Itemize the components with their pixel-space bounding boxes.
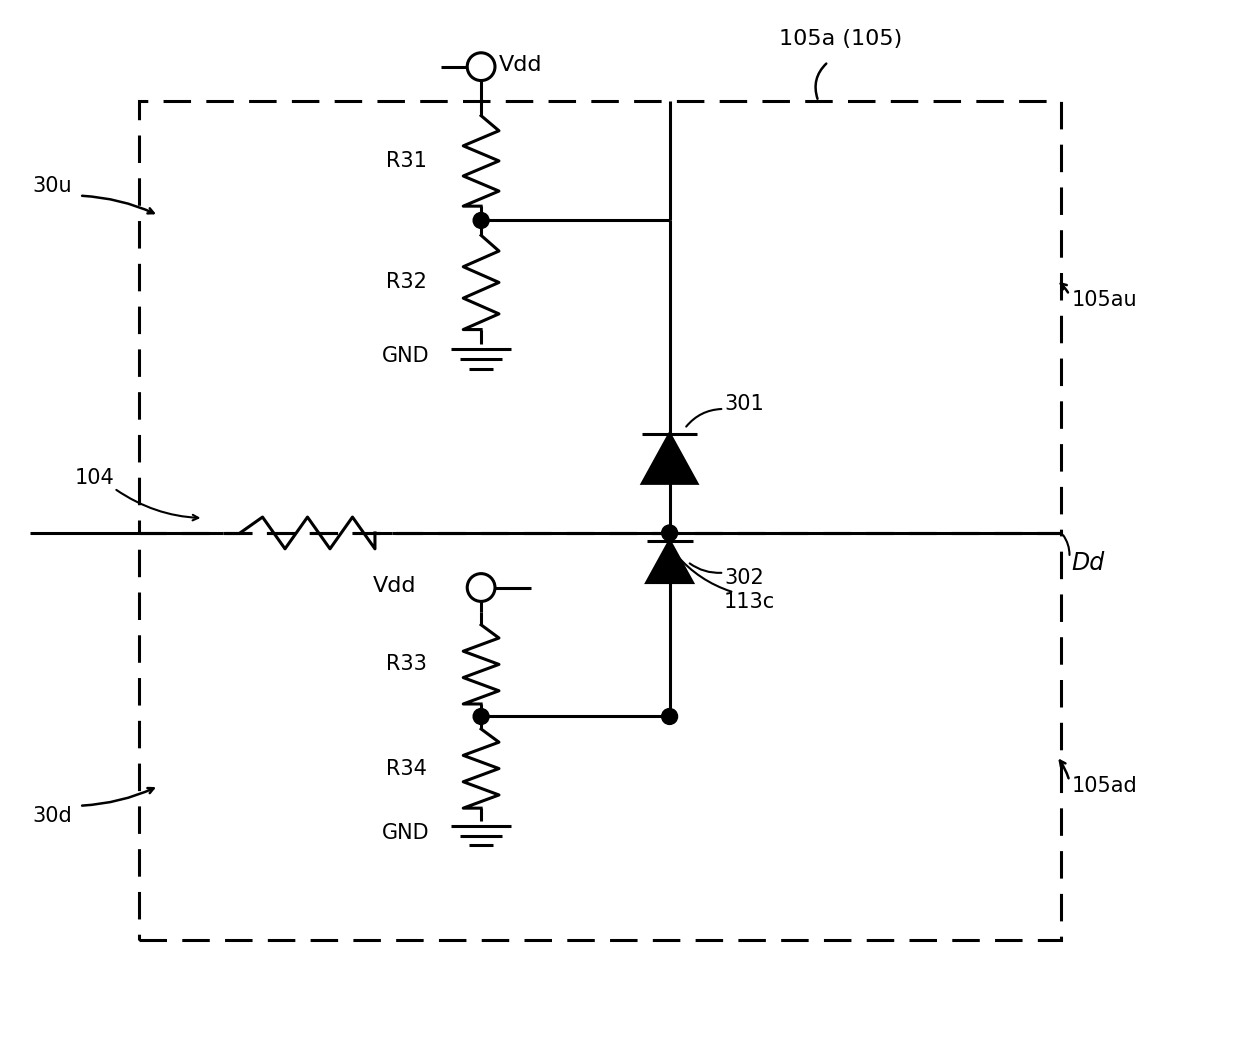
Text: Dd: Dd — [1071, 551, 1105, 575]
Text: Vdd: Vdd — [373, 576, 417, 596]
Text: R33: R33 — [386, 654, 427, 674]
Circle shape — [467, 574, 495, 601]
Text: 113c: 113c — [724, 593, 775, 613]
Polygon shape — [642, 434, 697, 483]
Text: 301: 301 — [724, 394, 764, 414]
Circle shape — [474, 213, 489, 229]
Text: GND: GND — [382, 346, 429, 366]
Text: 302: 302 — [724, 568, 764, 588]
Text: 105a (105): 105a (105) — [779, 28, 901, 48]
Text: 105au: 105au — [1071, 290, 1137, 310]
Circle shape — [662, 709, 677, 724]
Text: GND: GND — [382, 822, 429, 842]
Text: 105ad: 105ad — [1071, 776, 1137, 796]
Text: R31: R31 — [386, 151, 427, 171]
Text: 104: 104 — [74, 469, 114, 489]
Polygon shape — [647, 541, 692, 582]
Text: 30d: 30d — [32, 806, 72, 826]
Circle shape — [474, 709, 489, 724]
Text: R32: R32 — [386, 273, 427, 293]
Text: Vdd: Vdd — [498, 55, 542, 75]
Circle shape — [662, 525, 677, 541]
Text: 30u: 30u — [32, 176, 72, 196]
Text: R34: R34 — [386, 758, 427, 778]
Circle shape — [467, 53, 495, 81]
